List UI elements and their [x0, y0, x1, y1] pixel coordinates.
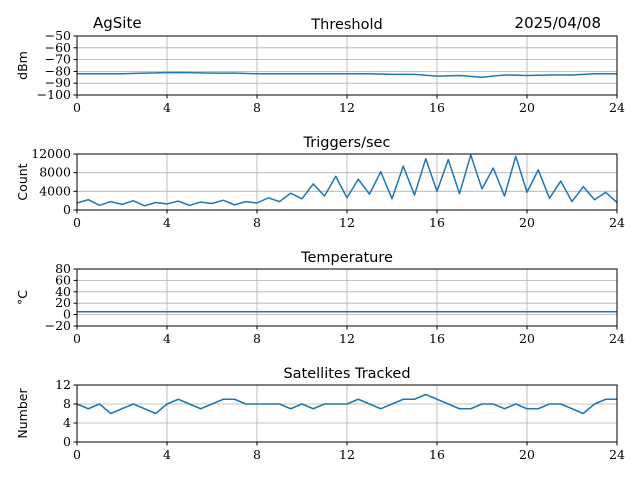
- x-tick-label: 8: [253, 100, 261, 115]
- series-line-0: [77, 71, 617, 79]
- chart-panel-3: 0 4 8 12 16 20 24 0 4 8 12 Satellites Tracked Number: [15, 366, 625, 462]
- y-axis-label: Count: [15, 163, 30, 200]
- chart-title: Satellites Tracked: [283, 366, 410, 382]
- y-tick-label: 80: [55, 261, 71, 276]
- y-tick-label: 0: [63, 307, 71, 322]
- x-tick-label: 12: [339, 447, 355, 462]
- x-tick-label: 8: [253, 215, 261, 230]
- chart-panels: 0 4 8 12 16 20 24 −100−90−80−70−60−50 Threshold d…: [15, 17, 625, 462]
- y-tick-label: −50: [45, 28, 71, 43]
- x-tick-label: 4: [163, 331, 171, 346]
- y-tick-label: −90: [45, 75, 71, 90]
- date-label: 2025/04/08: [515, 14, 601, 32]
- y-tick-label: 12000: [31, 146, 71, 161]
- x-tick-label: 0: [73, 215, 81, 230]
- y-tick-label: 12: [55, 377, 71, 392]
- x-tick-label: 0: [73, 100, 81, 115]
- y-tick-label: 40: [55, 284, 71, 299]
- x-tick-label: 20: [519, 447, 535, 462]
- x-tick-label: 20: [519, 215, 535, 230]
- x-tick-label: 0: [73, 447, 81, 462]
- x-tick-label: 8: [253, 331, 261, 346]
- chart-title: Temperature: [300, 250, 393, 266]
- x-tick-label: 24: [609, 215, 625, 230]
- x-tick-label: 16: [429, 215, 445, 230]
- x-tick-label: 8: [253, 447, 261, 462]
- x-tick-label: 12: [339, 331, 355, 346]
- series-line-0: [76, 393, 617, 415]
- x-tick-label: 16: [429, 331, 445, 346]
- site-label: AgSite: [93, 14, 142, 32]
- x-tick-label: 4: [163, 100, 171, 115]
- x-tick-label: 4: [163, 215, 171, 230]
- y-axis-label: °C: [15, 290, 30, 305]
- x-tick-label: 20: [519, 100, 535, 115]
- x-tick-label: 12: [339, 215, 355, 230]
- y-tick-label: 60: [55, 272, 71, 287]
- y-tick-label: 0: [63, 434, 71, 449]
- chart-title: Threshold: [310, 17, 382, 33]
- y-tick-label: 8: [63, 396, 71, 411]
- x-tick-label: 0: [73, 331, 81, 346]
- y-tick-label: 4: [63, 415, 71, 430]
- x-tick-label: 20: [519, 331, 535, 346]
- y-axis-label: dBm: [15, 51, 30, 80]
- y-tick-label: −70: [45, 52, 71, 67]
- x-tick-label: 24: [609, 331, 625, 346]
- x-tick-label: 4: [163, 447, 171, 462]
- x-tick-label: 16: [429, 100, 445, 115]
- x-tick-label: 24: [609, 447, 625, 462]
- x-tick-label: 12: [339, 100, 355, 115]
- x-tick-label: 16: [429, 447, 445, 462]
- chart-panel-1: 0 4 8 12 16 20 24 0 4000 8000 12000 Triggers/sec Cou…: [15, 135, 625, 230]
- y-axis-label: Number: [15, 388, 30, 439]
- y-tick-label: −60: [45, 40, 71, 55]
- x-tick-label: 24: [609, 100, 625, 115]
- y-tick-label: −80: [45, 63, 71, 78]
- y-tick-label: −20: [45, 318, 71, 333]
- y-tick-label: 4000: [39, 183, 71, 198]
- y-tick-label: −100: [37, 87, 71, 102]
- chart-panel-0: 0 4 8 12 16 20 24 −100−90−80−70−60−50 Threshold d…: [15, 17, 625, 115]
- y-tick-label: 0: [63, 202, 71, 217]
- y-tick-label: 20: [55, 295, 71, 310]
- chart-title: Triggers/sec: [303, 135, 391, 151]
- y-tick-label: 8000: [39, 165, 71, 180]
- series-line-0: [76, 154, 618, 207]
